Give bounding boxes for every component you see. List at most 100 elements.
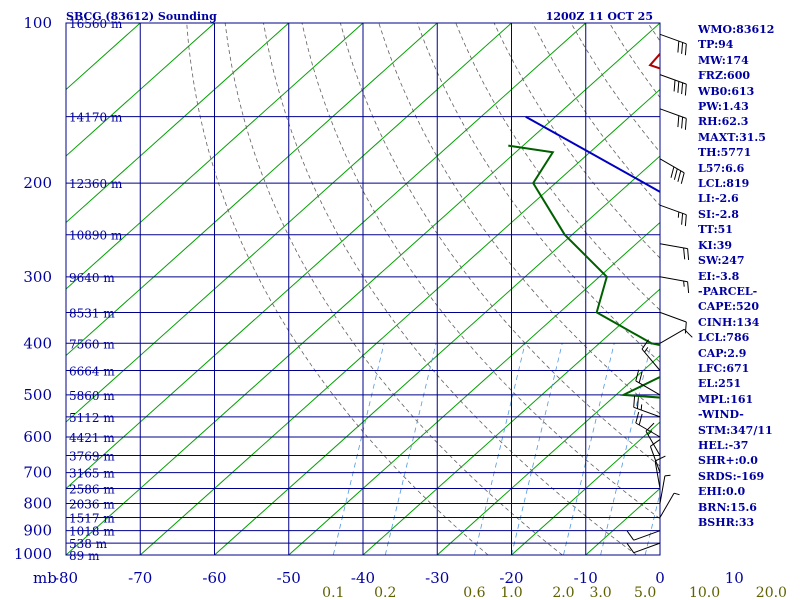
temp-tick-label: -40 bbox=[351, 569, 375, 587]
chart-time: 1200Z 11 OCT 25 bbox=[546, 10, 653, 23]
mixing-ratio-line bbox=[384, 343, 437, 555]
pressure-tick-label: 400 bbox=[23, 334, 52, 352]
index-row: LFC:671 bbox=[698, 361, 750, 375]
wind-barb bbox=[659, 108, 687, 130]
pressure-tick-label: 200 bbox=[23, 174, 52, 192]
mixing-ratio-label: 0.2 bbox=[374, 585, 396, 600]
isotherm-line bbox=[66, 23, 215, 157]
height-label: 2586 m bbox=[69, 483, 115, 497]
temp-tick-label: -60 bbox=[202, 569, 226, 587]
wind-barb bbox=[654, 455, 666, 489]
index-row: HEL:-37 bbox=[698, 438, 749, 452]
height-label: 538 m bbox=[69, 537, 108, 551]
mixing-ratio-line bbox=[600, 343, 652, 555]
height-label: 5112 m bbox=[69, 411, 115, 425]
mixing-ratio-label: 3.0 bbox=[589, 585, 611, 600]
index-row: WMO:83612 bbox=[698, 23, 775, 36]
index-row: WB0:613 bbox=[698, 84, 755, 98]
wind-barb bbox=[633, 395, 661, 418]
indices-panel: WMO:83612 TP:94 MW:174 FRZ:600 WB0:613 PW:1.4… bbox=[698, 22, 798, 530]
mixing-ratio-label: 1.0 bbox=[500, 585, 522, 600]
mixing-ratio-label: 5.0 bbox=[634, 585, 656, 600]
wind-barb bbox=[659, 276, 690, 294]
wind-barb bbox=[659, 74, 687, 96]
index-row: TH:5771 bbox=[698, 146, 752, 160]
wind-barb bbox=[659, 311, 687, 334]
index-row: STM:347/11 bbox=[698, 423, 773, 437]
height-label: 16560 m bbox=[69, 17, 123, 31]
height-label: 6664 m bbox=[69, 365, 115, 379]
pressure-tick-label: 600 bbox=[23, 428, 52, 446]
pressure-tick-label: 900 bbox=[23, 522, 52, 540]
mixing-ratio-line bbox=[332, 343, 385, 555]
wind-barb bbox=[659, 243, 690, 261]
index-row: EI:-3.8 bbox=[698, 269, 740, 283]
pressure-tick-label: 700 bbox=[23, 464, 52, 482]
mixing-ratio-label: 20.0 bbox=[756, 585, 787, 600]
mixing-ratio-line bbox=[644, 491, 660, 555]
wind-barb bbox=[635, 369, 661, 396]
wind-barb bbox=[659, 33, 687, 56]
index-row: LI:-2.6 bbox=[698, 192, 739, 206]
pressure-tick-label: 500 bbox=[23, 386, 52, 404]
height-label: 7560 m bbox=[69, 337, 115, 351]
temp-tick-label: -70 bbox=[128, 569, 152, 587]
isotherm-line bbox=[66, 23, 364, 290]
index-row: BRN:15.6 bbox=[698, 500, 757, 514]
temp-tick-label: -30 bbox=[425, 569, 449, 587]
temp-tick-label: -10 bbox=[574, 569, 598, 587]
height-label: 8531 m bbox=[69, 306, 115, 320]
temp-tick-label: -50 bbox=[277, 569, 301, 587]
y-axis-unit-label: mb bbox=[33, 569, 57, 587]
wind-barb bbox=[659, 492, 680, 518]
index-row: EL:251 bbox=[698, 377, 742, 391]
height-label: 2036 m bbox=[69, 497, 115, 511]
index-row: L57:6.6 bbox=[698, 161, 745, 175]
index-row: MW:174 bbox=[698, 53, 749, 67]
index-row: CINH:134 bbox=[698, 315, 760, 329]
index-row: SHR+:0.0 bbox=[698, 454, 758, 468]
index-row: -PARCEL- bbox=[698, 284, 758, 298]
index-row: LCL:786 bbox=[698, 331, 750, 345]
isotherm-line bbox=[66, 23, 290, 224]
height-label: 10890 m bbox=[69, 229, 123, 243]
height-label: 3165 m bbox=[69, 467, 115, 481]
index-row: KI:39 bbox=[698, 238, 733, 252]
height-label: 5860 m bbox=[69, 389, 115, 403]
pressure-tick-label: 800 bbox=[23, 494, 52, 512]
wind-barb bbox=[641, 339, 661, 371]
index-row: LCL:819 bbox=[698, 177, 750, 191]
isotherm-line bbox=[436, 354, 660, 555]
height-label: 1018 m bbox=[69, 525, 115, 539]
height-label: 4421 m bbox=[69, 431, 115, 445]
mixing-ratio-label: 10.0 bbox=[689, 585, 720, 600]
index-row: TT:51 bbox=[698, 223, 733, 237]
pressure-tick-label: 1000 bbox=[14, 545, 52, 563]
height-label: 9640 m bbox=[69, 271, 115, 285]
index-row: BSHR:33 bbox=[698, 516, 755, 529]
mixing-ratio-label: 0.1 bbox=[322, 585, 344, 600]
temp-tick-label: 10 bbox=[725, 569, 744, 587]
temp-tick-label: -80 bbox=[54, 569, 78, 587]
height-label: 89 m bbox=[69, 549, 100, 563]
index-row: EHI:0.0 bbox=[698, 485, 746, 499]
temp-tick-label: -20 bbox=[499, 569, 523, 587]
index-row: -WIND- bbox=[698, 408, 744, 422]
dewpoint-profile bbox=[508, 144, 660, 399]
wind-barb bbox=[626, 542, 661, 554]
wind-barb bbox=[659, 158, 685, 184]
isotherm-line bbox=[511, 421, 660, 555]
mixing-ratio-line bbox=[563, 343, 615, 555]
mixing-ratio-label: 0.6 bbox=[463, 585, 485, 600]
index-row: SW:247 bbox=[698, 254, 745, 268]
mixing-ratio-label: 2.0 bbox=[552, 585, 574, 600]
mixing-ratio-line bbox=[511, 343, 563, 555]
index-row: SI:-2.8 bbox=[698, 207, 739, 221]
chart-title: SBCG (83612) Sounding bbox=[66, 10, 217, 23]
index-row: PW:1.43 bbox=[698, 100, 749, 114]
index-row: TP:94 bbox=[698, 38, 734, 52]
index-row: MAXT:31.5 bbox=[698, 130, 766, 144]
temp-tick-label: 20 bbox=[799, 569, 800, 587]
height-label: 14170 m bbox=[69, 111, 123, 125]
